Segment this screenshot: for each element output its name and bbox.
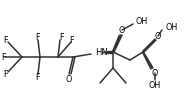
Text: O: O [155,32,161,41]
Text: O: O [152,68,158,77]
Text: HN: HN [95,48,108,56]
Text: OH: OH [149,81,161,89]
Text: O: O [66,74,72,83]
Text: F: F [35,72,39,82]
Text: OH: OH [165,22,177,32]
Text: F: F [70,36,74,44]
Text: OH: OH [136,18,148,26]
Text: F: F [4,36,8,44]
Text: F: F [4,70,8,78]
Text: F: F [1,53,5,61]
Text: O: O [119,26,125,35]
Text: F: F [35,32,39,42]
Text: F: F [59,32,63,42]
